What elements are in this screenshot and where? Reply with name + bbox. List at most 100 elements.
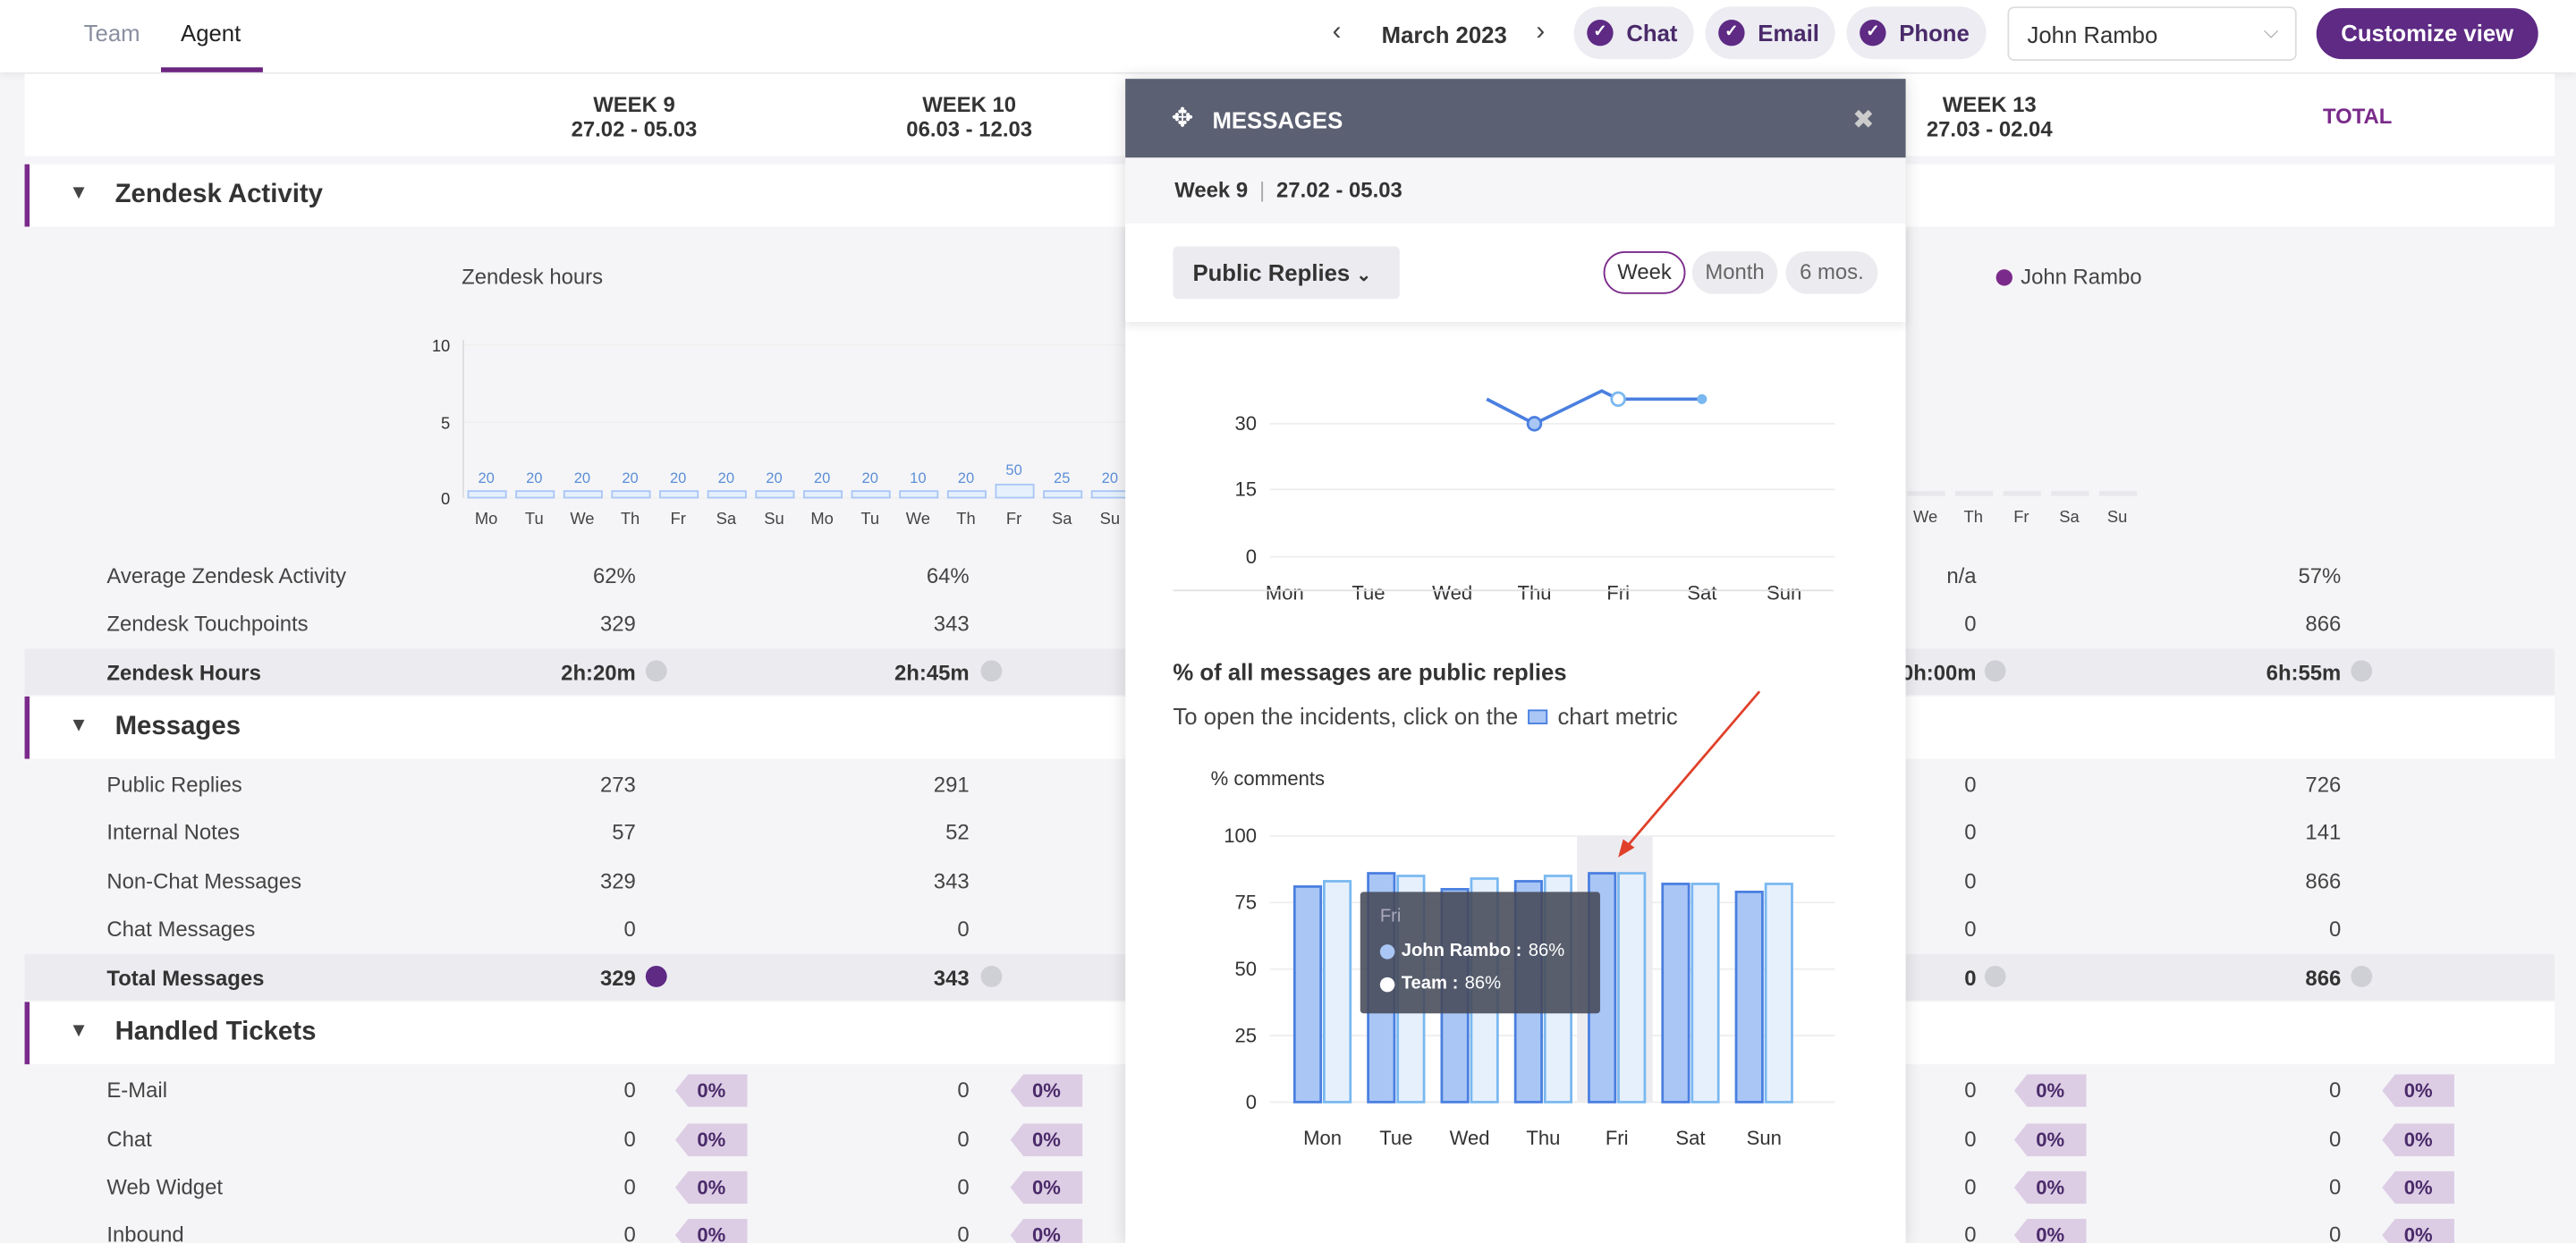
- row-label: Chat Messages: [106, 916, 256, 942]
- pie-chart-icon[interactable]: [645, 965, 667, 987]
- customize-view-button[interactable]: Customize view: [2316, 8, 2538, 60]
- bar-team: [1323, 880, 1352, 1103]
- pie-chart-icon[interactable]: [980, 965, 1003, 987]
- cell-value: 0: [1964, 1077, 1977, 1103]
- x-tick-label: Tu: [860, 509, 879, 528]
- percent-badge: 0%: [1010, 1074, 1083, 1107]
- percent-badge: 0%: [1010, 1218, 1083, 1243]
- cell-value: 291: [933, 772, 970, 797]
- bar-team: [1617, 872, 1647, 1103]
- percent-badge: 0%: [2013, 1123, 2087, 1157]
- cell-value: 0: [623, 1174, 636, 1199]
- week-9-header: WEEK 9 27.02 - 05.03: [571, 91, 698, 141]
- period-week-button[interactable]: Week: [1603, 251, 1686, 294]
- cell-value: 0: [623, 916, 636, 942]
- bar-team: [1764, 883, 1793, 1103]
- panel-header[interactable]: ✥ MESSAGES ✖: [1125, 79, 1906, 158]
- channel-phone-toggle[interactable]: ✓ Phone: [1846, 6, 1987, 60]
- x-tick-label: Su: [2107, 507, 2127, 526]
- period-6mos-button[interactable]: 6 mos.: [1785, 251, 1878, 294]
- pie-chart-icon[interactable]: [980, 660, 1003, 682]
- check-icon: ✓: [1587, 20, 1614, 47]
- x-tick-label: Sa: [2059, 507, 2080, 526]
- cell-value: 0: [1964, 772, 1977, 797]
- x-tick-label: Fr: [1006, 509, 1021, 528]
- cell-value: 0: [2329, 1222, 2342, 1243]
- month-label: March 2023: [1381, 21, 1507, 48]
- cell-value: 0: [957, 1222, 970, 1243]
- row-label: Non-Chat Messages: [106, 868, 302, 894]
- chart-metric-swatch: [1528, 708, 1548, 724]
- percent-badge: 0%: [674, 1074, 748, 1107]
- channel-chat-toggle[interactable]: ✓ Chat: [1573, 6, 1694, 60]
- bar-value-label: 25: [1054, 469, 1070, 486]
- y-tick-label: 25: [1235, 1024, 1258, 1046]
- data-point: [1610, 391, 1626, 408]
- tab-team[interactable]: Team: [83, 20, 140, 47]
- cell-value: n/a: [1946, 562, 1977, 588]
- percent-badge: 0%: [1010, 1171, 1083, 1205]
- pie-chart-icon[interactable]: [2351, 965, 2373, 987]
- cell-value: 343: [933, 965, 970, 991]
- metric-select[interactable]: Public Replies ⌄: [1173, 246, 1400, 300]
- cell-value: 726: [2305, 772, 2342, 797]
- close-icon[interactable]: ✖: [1852, 106, 1875, 135]
- x-tick-label: Su: [764, 509, 784, 528]
- next-month-icon[interactable]: ›: [1536, 18, 1546, 47]
- bar-agent: [1661, 883, 1690, 1103]
- bar-team: [1690, 883, 1720, 1103]
- cell-value: 62%: [592, 562, 636, 588]
- chevron-down-icon: ▼: [69, 181, 89, 204]
- x-tick-label: Th: [956, 509, 975, 528]
- zendesk-hours-chart: 105020Mo20Tu20We20Th20Fr20Sa20Su20Mo20Tu…: [432, 336, 1167, 528]
- zendesk-hours-chart-right: We Th Fr Sa Su: [1907, 491, 2138, 526]
- percent-badge: 0%: [2382, 1123, 2455, 1157]
- cell-value: 866: [2305, 611, 2342, 636]
- bar: [802, 490, 843, 499]
- annotation-arrow: [1618, 690, 1761, 858]
- bar: [995, 483, 1035, 499]
- zendesk-chart-title: Zendesk hours: [462, 264, 604, 290]
- bar: [1955, 491, 1994, 496]
- x-tick-label: Fri: [1606, 1127, 1629, 1149]
- tab-agent[interactable]: Agent: [181, 20, 242, 47]
- x-tick-label: Wed: [1450, 1127, 1490, 1149]
- cell-value: 0: [2329, 1126, 2342, 1152]
- total-header: TOTAL: [2322, 103, 2393, 129]
- cell-value: 0: [623, 1077, 636, 1103]
- percent-badge: 0%: [2382, 1218, 2455, 1243]
- agent-select[interactable]: John Rambo ⌵: [2007, 6, 2297, 61]
- x-tick-label: Su: [1100, 509, 1120, 528]
- legend-dot: [1996, 268, 2012, 285]
- pie-chart-icon[interactable]: [645, 660, 667, 682]
- data-point: [1526, 416, 1543, 432]
- bar-value-label: 20: [958, 469, 974, 486]
- cell-value: 0: [957, 1077, 970, 1103]
- x-tick-label: Thu: [1517, 581, 1551, 604]
- x-tick-label: Thu: [1526, 1127, 1560, 1149]
- panel-filters: Public Replies ⌄ Week Month 6 mos.: [1125, 223, 1906, 322]
- pie-chart-icon[interactable]: [2351, 660, 2373, 682]
- channel-email-toggle[interactable]: ✓ Email: [1705, 6, 1836, 60]
- bar-value-label: 20: [1102, 469, 1118, 486]
- prev-month-icon[interactable]: ‹: [1332, 18, 1342, 47]
- bar-tooltip: Fri John Rambo :86% Team :86%: [1360, 892, 1600, 1014]
- row-label: Zendesk Hours: [106, 660, 261, 685]
- cell-value: 0: [1964, 1174, 1977, 1199]
- bar: [707, 490, 747, 499]
- percent-badge: 0%: [2382, 1171, 2455, 1205]
- move-icon[interactable]: ✥: [1171, 105, 1194, 133]
- cell-value: 329: [599, 868, 636, 894]
- panel-week: Week 9 | 27.02 - 05.03: [1125, 157, 1906, 224]
- pie-chart-icon[interactable]: [1984, 965, 2006, 987]
- pie-chart-icon[interactable]: [1984, 660, 2006, 682]
- cell-value: 2h:45m: [894, 660, 970, 685]
- x-tick-label: Fr: [2013, 507, 2029, 526]
- x-tick-label: Sun: [1747, 1127, 1782, 1149]
- percent-badge: 0%: [2013, 1171, 2087, 1205]
- week-10-header: WEEK 10 06.03 - 12.03: [906, 91, 1033, 141]
- percent-badge: 0%: [674, 1218, 748, 1243]
- period-month-button[interactable]: Month: [1691, 251, 1778, 294]
- cell-value: 0: [1964, 1222, 1977, 1243]
- y-tick-label: 30: [1235, 412, 1258, 435]
